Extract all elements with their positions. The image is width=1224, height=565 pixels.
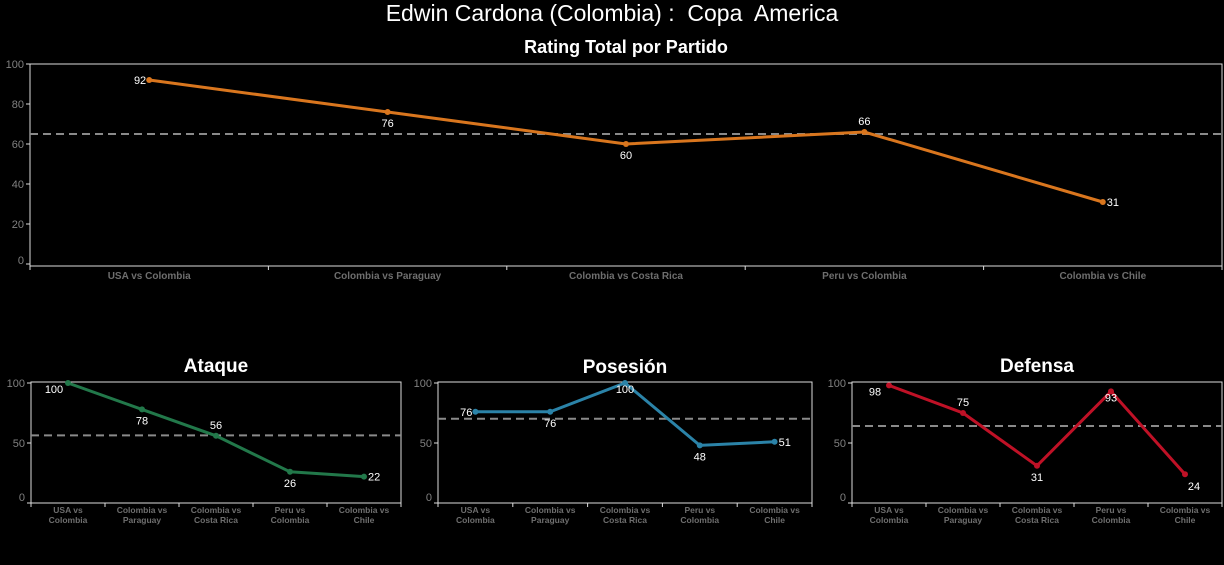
data-label: 100 [616,384,634,396]
x-tick-label: Peru vs Colombia [822,271,907,282]
y-tick-label: 0 [840,492,846,504]
x-tick-label: Peru vs Colombia [680,505,719,525]
y-tick-label: 100 [7,378,25,390]
data-point [146,77,153,83]
chart-title: Rating Total por Partido [524,37,728,57]
chart-title: Defensa [1000,356,1074,377]
data-point [1034,462,1040,469]
y-tick-label: 100 [414,378,432,390]
data-point [622,380,628,386]
chart-title: Ataque [184,356,248,377]
y-tick-label: 60 [12,139,24,151]
x-tick-label: Colombia vs Chile [1160,505,1211,525]
data-label: 66 [858,116,870,128]
y-tick-label: 20 [12,219,24,231]
y-tick-label: 50 [13,438,25,450]
x-tick-label: USA vs Colombia [49,505,88,525]
data-label: 24 [1188,481,1200,493]
y-tick-label: 50 [420,438,432,450]
data-point [287,468,293,475]
data-point [1108,388,1114,395]
x-tick-label: Colombia vs Costa Rica [1012,505,1063,525]
chart-0: Rating Total por Partido 0 20 40 60 80 100 USA … [6,37,1223,282]
x-tick-label: Colombia vs Paraguay [117,505,168,525]
data-label: 60 [620,150,632,162]
y-tick-label: 100 [6,59,24,71]
data-point [1182,471,1188,478]
chart-1: Ataque 0 50 100 USA vs Colombia Colombia vs Par… [7,356,402,525]
data-point [384,109,391,115]
data-label: 78 [136,415,148,427]
x-tick-label: USA vs Colombia [108,271,191,282]
chart-2: Posesión 0 50 100 USA vs Colombia Colombia vs P… [414,357,813,525]
data-point [547,408,554,415]
data-label: 56 [210,420,222,432]
x-tick-label: Colombia vs Paraguay [525,505,576,525]
x-tick-label: Colombia vs Paraguay [334,271,442,282]
x-tick-label: USA vs Colombia [870,505,909,525]
data-label: 31 [1107,197,1119,209]
x-tick-label: Colombia vs Chile [1059,271,1146,282]
y-tick-label: 40 [12,179,24,191]
x-tick-label: Peru vs Colombia [271,505,310,525]
data-label: 51 [779,437,791,449]
x-tick-label: Colombia vs Costa Rica [600,505,651,525]
y-tick-label: 0 [19,492,25,504]
data-label: 75 [957,397,969,409]
data-point [960,410,966,416]
data-label: 100 [45,384,63,396]
data-point [771,438,778,445]
x-tick-label: Peru vs Colombia [1092,505,1131,525]
x-tick-label: Colombia vs Costa Rica [569,271,683,282]
y-tick-label: 100 [828,378,846,390]
data-point [361,473,367,480]
plot-frame [29,63,1223,267]
chart-title: Posesión [583,357,667,378]
data-label: 92 [134,75,146,87]
y-tick-label: 0 [426,492,432,504]
data-point [213,432,219,439]
series-line [888,383,1187,476]
data-label: 76 [381,118,393,130]
x-tick-label: Colombia vs Chile [339,505,390,525]
data-point [623,141,629,147]
data-label: 22 [368,472,380,484]
x-tick-label: Colombia vs Chile [749,505,800,525]
plot-frame [851,381,1223,504]
data-label: 93 [1105,392,1117,404]
data-label: 26 [284,478,296,490]
main-title: Edwin Cardona (Colombia) : Copa America [385,0,839,26]
x-tick-label: Colombia vs Costa Rica [191,505,242,525]
data-point [1099,199,1106,205]
data-point [886,382,892,389]
y-tick-label: 80 [12,99,24,111]
data-point [696,442,703,449]
data-label: 98 [869,386,881,398]
x-tick-label: USA vs Colombia [456,505,495,525]
chart-3: Defensa 0 50 100 USA vs Colombia Colombia vs Pa… [828,356,1223,525]
data-point [139,406,145,413]
data-point [65,380,71,386]
data-label: 48 [694,451,706,463]
data-point [472,408,479,415]
data-label: 76 [460,407,472,419]
y-tick-label: 0 [18,255,24,267]
plot-frame [30,381,402,504]
x-tick-label: Colombia vs Paraguay [938,505,989,525]
y-tick-label: 50 [834,438,846,450]
data-point [861,129,868,135]
data-label: 31 [1031,472,1043,484]
data-label: 76 [544,418,556,430]
